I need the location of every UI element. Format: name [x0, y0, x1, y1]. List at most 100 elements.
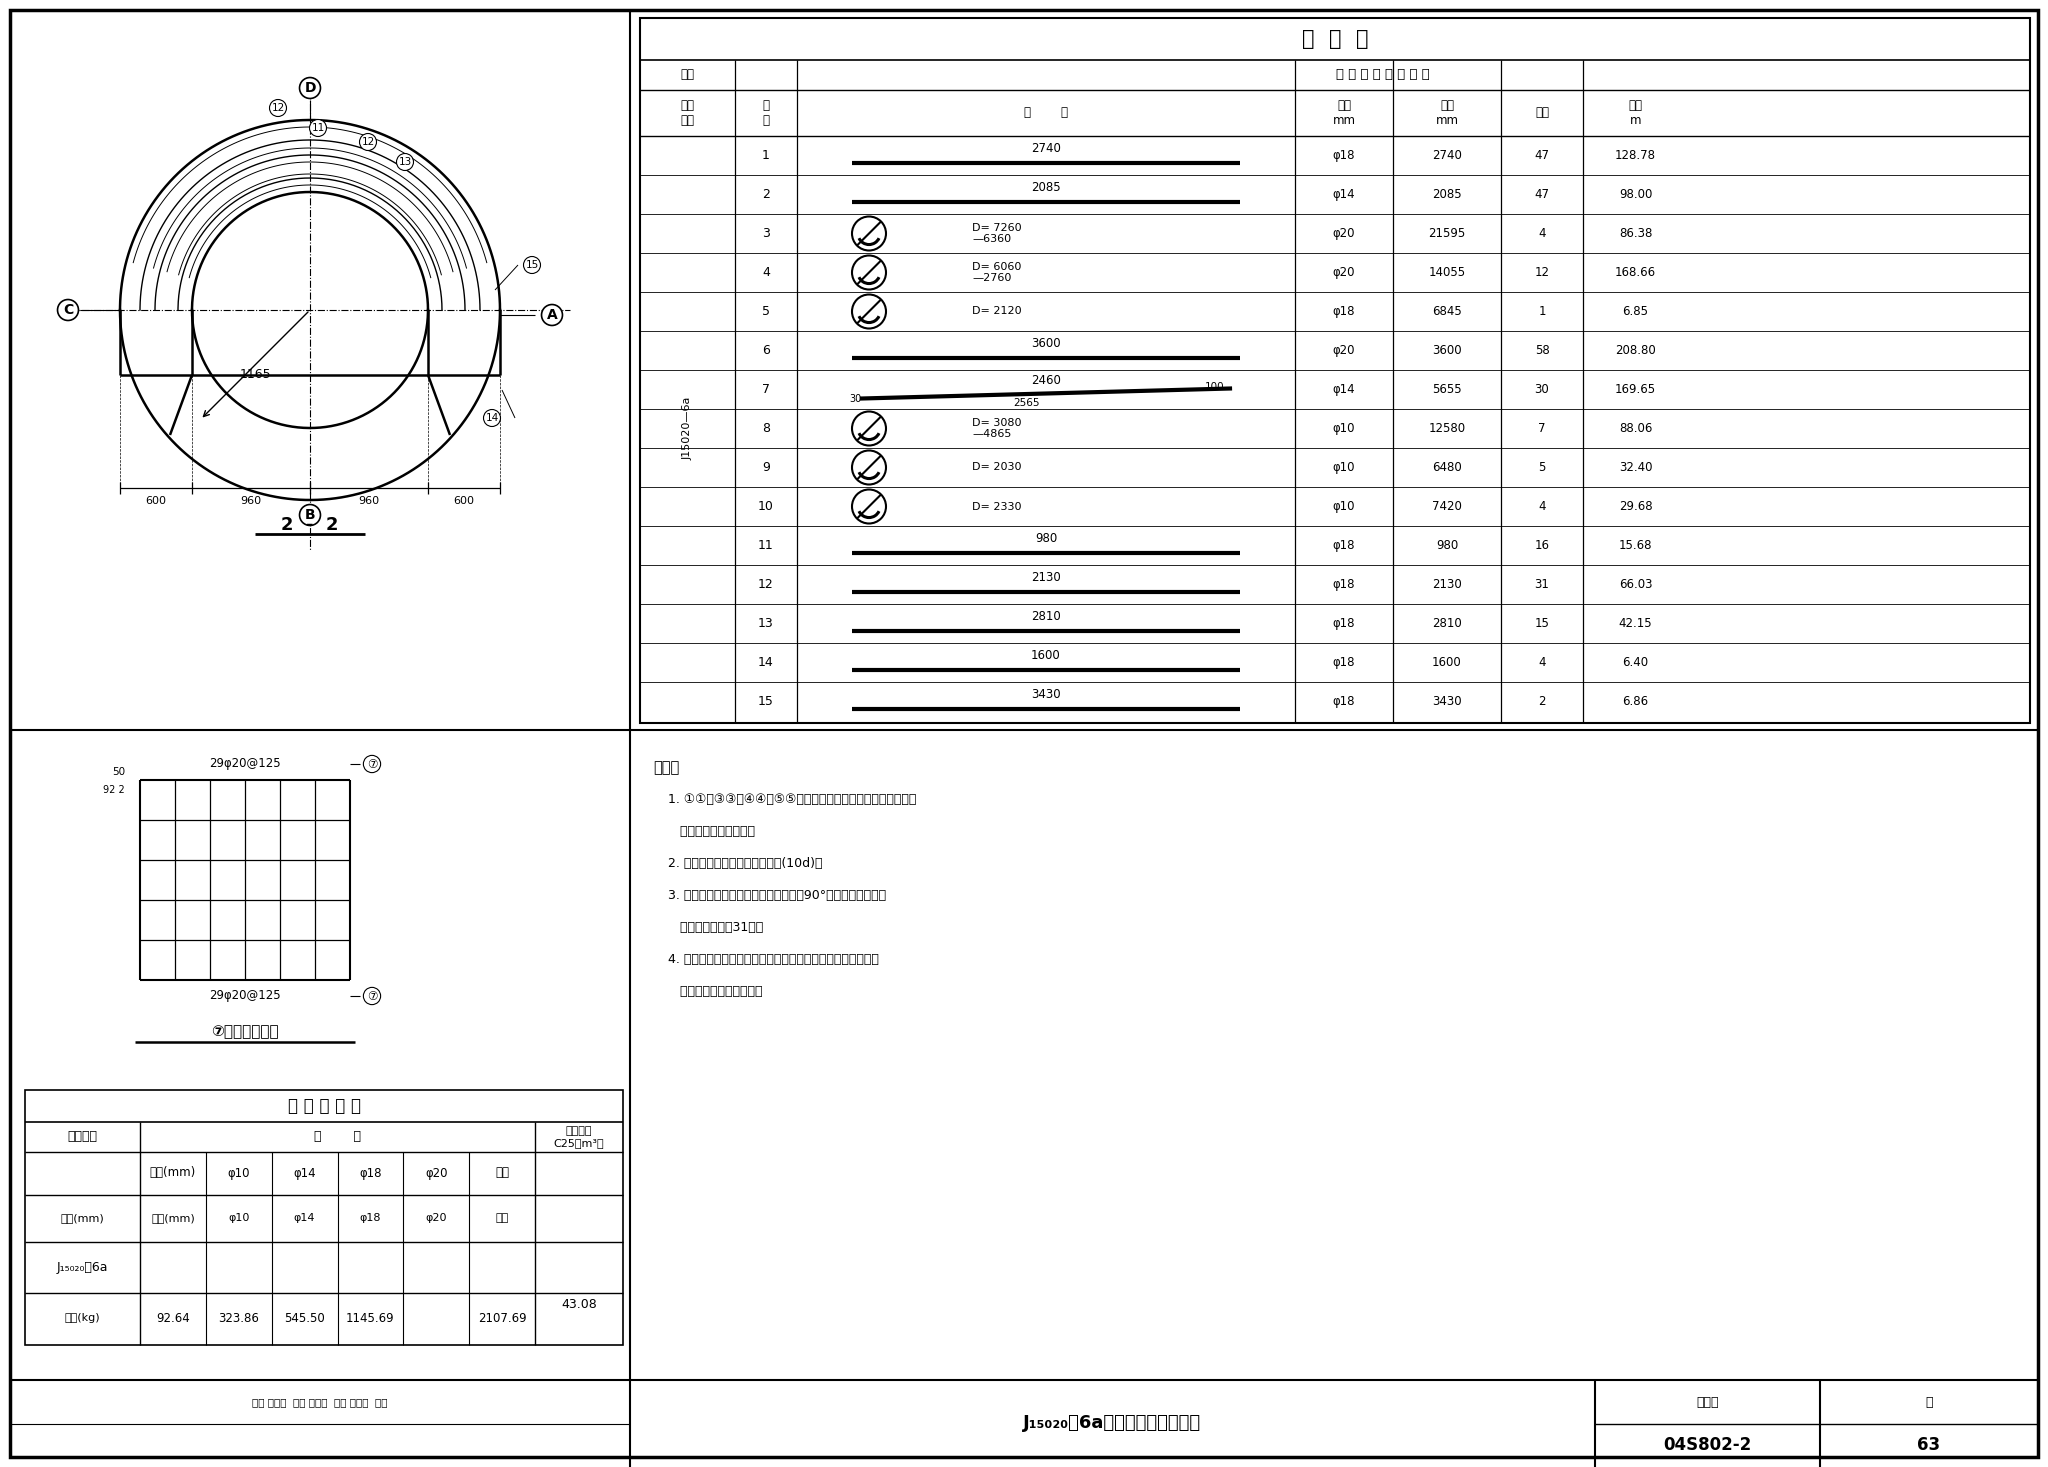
Text: 6.40: 6.40 — [1622, 656, 1649, 669]
Text: 构件: 构件 — [680, 69, 694, 82]
Text: D: D — [305, 81, 315, 95]
Text: 12: 12 — [360, 136, 375, 147]
Text: 15: 15 — [526, 260, 539, 270]
Text: 2: 2 — [762, 188, 770, 201]
Text: 98.00: 98.00 — [1618, 188, 1653, 201]
Text: 7: 7 — [1538, 422, 1546, 436]
Text: 29.68: 29.68 — [1618, 500, 1653, 513]
Text: 1. ①①－③③，④④与⑤⑤号钉筋交错排列，其埋入及伸出基础: 1. ①①－③③，④④与⑤⑤号钉筋交错排列，其埋入及伸出基础 — [668, 794, 915, 805]
Text: 980: 980 — [1436, 538, 1458, 552]
Text: 1165: 1165 — [240, 368, 270, 381]
Text: 6480: 6480 — [1432, 461, 1462, 474]
Text: 545.50: 545.50 — [285, 1311, 326, 1325]
Text: 后立即施工垫层和基础。: 后立即施工垫层和基础。 — [668, 984, 762, 998]
Text: J₁₅₀₂₀－6a: J₁₅₀₂₀－6a — [57, 1260, 109, 1273]
Text: φ18: φ18 — [1333, 695, 1356, 709]
Text: 2810: 2810 — [1030, 610, 1061, 623]
Text: 总长
m: 总长 m — [1628, 98, 1642, 128]
Text: φ20: φ20 — [1333, 266, 1356, 279]
Text: 16: 16 — [1534, 538, 1550, 552]
Text: D= 2330: D= 2330 — [973, 502, 1022, 512]
Text: 13: 13 — [758, 618, 774, 629]
Text: φ10: φ10 — [227, 1166, 250, 1179]
Text: 编
号: 编 号 — [762, 98, 770, 128]
Text: φ18: φ18 — [1333, 578, 1356, 591]
Text: 重量(kg): 重量(kg) — [66, 1313, 100, 1323]
Text: φ14: φ14 — [293, 1166, 315, 1179]
Text: φ18: φ18 — [1333, 305, 1356, 318]
Text: φ18: φ18 — [360, 1213, 381, 1223]
Text: φ20: φ20 — [1333, 343, 1356, 356]
Text: 9: 9 — [762, 461, 770, 474]
Text: 钢        筋: 钢 筋 — [313, 1131, 360, 1143]
Text: 323.86: 323.86 — [219, 1311, 260, 1325]
Text: 600: 600 — [145, 496, 166, 506]
Text: 960: 960 — [358, 496, 379, 506]
Text: φ18: φ18 — [1333, 150, 1356, 161]
Text: 2  -  2: 2 - 2 — [281, 516, 338, 534]
Text: 图集号: 图集号 — [1696, 1395, 1718, 1408]
Text: ⑦: ⑦ — [367, 757, 377, 770]
Text: φ14: φ14 — [1333, 188, 1356, 201]
Text: 5: 5 — [762, 305, 770, 318]
Text: 42.15: 42.15 — [1618, 618, 1653, 629]
Text: 12: 12 — [272, 103, 285, 113]
Text: φ10: φ10 — [227, 1213, 250, 1223]
Text: 1: 1 — [762, 150, 770, 161]
Text: 2. 环向钉筋的连接采用单面焊接(10d)。: 2. 环向钉筋的连接采用单面焊接(10d)。 — [668, 857, 823, 870]
Text: D= 2120: D= 2120 — [973, 307, 1022, 317]
Text: 14: 14 — [485, 414, 498, 422]
Text: 04S802-2: 04S802-2 — [1663, 1436, 1751, 1454]
Text: 2130: 2130 — [1432, 578, 1462, 591]
Text: 审核 归州石  校对 陈显声  设计 王文涛  改期: 审核 归州石 校对 陈显声 设计 王文涛 改期 — [252, 1397, 387, 1407]
Text: 7: 7 — [762, 383, 770, 396]
Text: 15: 15 — [1534, 618, 1550, 629]
Text: 29φ20@125: 29φ20@125 — [209, 757, 281, 770]
Text: 一 个 构 件 的 钢 筋 表: 一 个 构 件 的 钢 筋 表 — [1335, 69, 1430, 82]
Text: 4: 4 — [1538, 500, 1546, 513]
Text: 留洞的加固筋见31页。: 留洞的加固筋见31页。 — [668, 921, 764, 934]
Text: 31: 31 — [1534, 578, 1550, 591]
Text: 1600: 1600 — [1432, 656, 1462, 669]
Text: 7420: 7420 — [1432, 500, 1462, 513]
Text: 47: 47 — [1534, 188, 1550, 201]
Text: 100: 100 — [1204, 383, 1225, 393]
Text: 4: 4 — [1538, 656, 1546, 669]
Text: D= 2030: D= 2030 — [973, 462, 1022, 472]
Text: 直径(mm): 直径(mm) — [150, 1166, 197, 1179]
Text: 8: 8 — [762, 422, 770, 436]
Text: D= 3080
—4865: D= 3080 —4865 — [973, 418, 1022, 439]
Text: 构件名称: 构件名称 — [68, 1131, 98, 1143]
Text: 4. 基坑开挖后，应请原勘察单位进行验槽，确认符合设计要求: 4. 基坑开挖后，应请原勘察单位进行验槽，确认符合设计要求 — [668, 954, 879, 965]
Text: 说明：: 说明： — [653, 760, 680, 775]
Text: 6845: 6845 — [1432, 305, 1462, 318]
Text: A: A — [547, 308, 557, 321]
Text: 2740: 2740 — [1030, 142, 1061, 156]
Text: 3. 水管伸入基础于杯口内壁下端设置的90°弯管支墩及基础预: 3. 水管伸入基础于杯口内壁下端设置的90°弯管支墩及基础预 — [668, 889, 887, 902]
Text: 960: 960 — [240, 496, 262, 506]
Text: 钢  筋  表: 钢 筋 表 — [1303, 29, 1368, 48]
Text: 3600: 3600 — [1032, 337, 1061, 351]
Text: 15.68: 15.68 — [1618, 538, 1653, 552]
Text: 1600: 1600 — [1030, 648, 1061, 662]
Text: 30: 30 — [848, 395, 860, 405]
Text: φ18: φ18 — [1333, 538, 1356, 552]
Text: 14055: 14055 — [1427, 266, 1466, 279]
Text: 3430: 3430 — [1032, 688, 1061, 701]
Text: 6: 6 — [762, 343, 770, 356]
Text: 4: 4 — [1538, 227, 1546, 241]
Text: φ18: φ18 — [1333, 656, 1356, 669]
Text: 2740: 2740 — [1432, 150, 1462, 161]
Text: 92 2: 92 2 — [102, 785, 125, 795]
Text: φ20: φ20 — [1333, 227, 1356, 241]
Text: 2085: 2085 — [1432, 188, 1462, 201]
Text: 材 料 用 量 表: 材 料 用 量 表 — [287, 1097, 360, 1115]
Text: 66.03: 66.03 — [1618, 578, 1653, 591]
Text: 3: 3 — [762, 227, 770, 241]
Text: 21595: 21595 — [1427, 227, 1466, 241]
Bar — [25, 1090, 623, 1345]
Text: J15020—6a: J15020—6a — [682, 396, 692, 461]
Text: 58: 58 — [1534, 343, 1550, 356]
Text: 根数: 根数 — [1536, 107, 1548, 119]
Bar — [639, 18, 2030, 723]
